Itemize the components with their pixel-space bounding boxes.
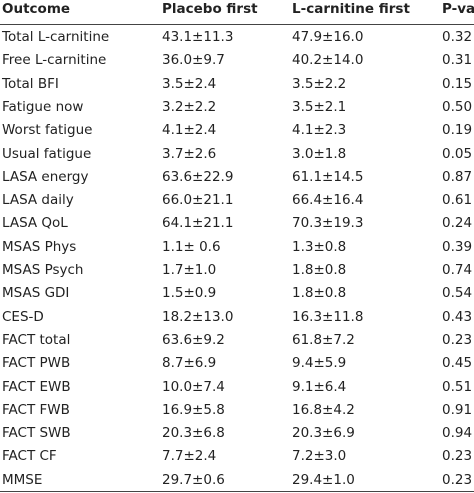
row-label: FACT EWB — [2, 378, 71, 395]
cell-value: 0.74 — [442, 262, 473, 278]
row-label: Total BFI — [2, 75, 59, 92]
cell-value: 0.51 — [442, 378, 473, 395]
cell-value: 3.7±2.6 — [162, 145, 217, 162]
cell-value: 16.8±4.2 — [292, 401, 355, 418]
cell-value: 3.5±2.2 — [292, 75, 347, 92]
cell-value: 63.6±9.2 — [162, 331, 225, 348]
row-label: CES-D — [2, 308, 44, 325]
cell-value: 7.2±3.0 — [292, 448, 347, 465]
cell-value: 0.15 — [442, 75, 473, 92]
cell-value: 8.7±6.9 — [162, 355, 217, 372]
cell-value: 16.3±11.8 — [292, 308, 364, 325]
cell-value: 29.7±0.6 — [162, 471, 225, 488]
cell-value: 0.23 — [442, 331, 473, 348]
cell-value: 43.1±11.3 — [162, 29, 234, 45]
row-label: MSAS Phys — [2, 238, 77, 255]
cell-value: 0.24 — [442, 215, 473, 232]
cell-value: 1.8±0.8 — [292, 262, 347, 278]
row-label: Free L-carnitine — [2, 52, 107, 69]
cell-value: 0.05 — [442, 145, 473, 162]
cell-value: 1.5±0.9 — [162, 285, 217, 302]
row-label: Worst fatigue — [2, 122, 93, 139]
row-label: LASA QoL — [2, 215, 68, 232]
cell-value: 40.2±14.0 — [292, 52, 364, 69]
row-label: FACT SWB — [2, 425, 71, 442]
cell-value: 1.8±0.8 — [292, 285, 347, 302]
cell-value: 0.50 — [442, 98, 473, 115]
cell-value: 10.0±7.4 — [162, 378, 225, 395]
header-cell: P-value* — [442, 1, 474, 17]
cell-value: 4.1±2.3 — [292, 122, 347, 139]
row-label: LASA daily — [2, 192, 74, 209]
row-label: LASA energy — [2, 168, 89, 185]
cell-value: 0.91 — [442, 401, 473, 418]
cell-value: 0.23 — [442, 448, 473, 465]
cell-value: 47.9±16.0 — [292, 29, 364, 45]
cell-value: 0.23 — [442, 471, 473, 488]
row-label: Total L-carnitine — [2, 29, 110, 45]
row-label: MSAS Psych — [2, 262, 84, 278]
cell-value: 9.4±5.9 — [292, 355, 347, 372]
cell-value: 3.0±1.8 — [292, 145, 347, 162]
cell-value: 70.3±19.3 — [292, 215, 364, 232]
cell-value: 3.5±2.1 — [292, 98, 347, 115]
row-label: Fatigue now — [2, 98, 84, 115]
cell-value: 61.8±7.2 — [292, 331, 355, 348]
row-label: FACT PWB — [2, 355, 71, 372]
cell-value: 66.4±16.4 — [292, 192, 364, 209]
cell-value: 1.3±0.8 — [292, 238, 347, 255]
cell-value: 0.19 — [442, 122, 473, 139]
cell-value: 3.5±2.4 — [162, 75, 217, 92]
cell-value: 29.4±1.0 — [292, 471, 355, 488]
cell-value: 20.3±6.9 — [292, 425, 355, 442]
header-cell: Placebo first — [162, 1, 258, 17]
cell-value: 0.32 — [442, 29, 473, 45]
cell-value: 61.1±14.5 — [292, 168, 364, 185]
cell-value: 0.61 — [442, 192, 473, 209]
row-label: FACT total — [2, 331, 71, 348]
header-rule — [0, 24, 474, 25]
cell-value: 0.54 — [442, 285, 473, 302]
cell-value: 16.9±5.8 — [162, 401, 225, 418]
cell-value: 36.0±9.7 — [162, 52, 225, 69]
row-label: MSAS GDI — [2, 285, 70, 302]
row-label: FACT CF — [2, 448, 57, 465]
row-label: FACT FWB — [2, 401, 70, 418]
cell-value: 18.2±13.0 — [162, 308, 234, 325]
cell-value: 1.7±1.0 — [162, 262, 217, 278]
cell-value: 1.1± 0.6 — [162, 238, 221, 255]
cell-value: 0.87 — [442, 168, 473, 185]
row-label: Usual fatigue — [2, 145, 92, 162]
bottom-rule — [0, 491, 474, 492]
cell-value: 9.1±6.4 — [292, 378, 347, 395]
cell-value: 7.7±2.4 — [162, 448, 217, 465]
cell-value: 0.94 — [442, 425, 473, 442]
cell-value: 20.3±6.8 — [162, 425, 225, 442]
cell-value: 0.45 — [442, 355, 473, 372]
header-cell: L-carnitine first — [292, 1, 410, 17]
cell-value: 0.39 — [442, 238, 473, 255]
cell-value: 64.1±21.1 — [162, 215, 234, 232]
header-cell: Outcome — [2, 1, 71, 17]
cell-value: 3.2±2.2 — [162, 98, 217, 115]
cell-value: 66.0±21.1 — [162, 192, 234, 209]
cell-value: 0.43 — [442, 308, 473, 325]
row-label: MMSE — [2, 471, 43, 488]
cell-value: 0.31 — [442, 52, 473, 69]
cell-value: 4.1±2.4 — [162, 122, 217, 139]
cell-value: 63.6±22.9 — [162, 168, 234, 185]
